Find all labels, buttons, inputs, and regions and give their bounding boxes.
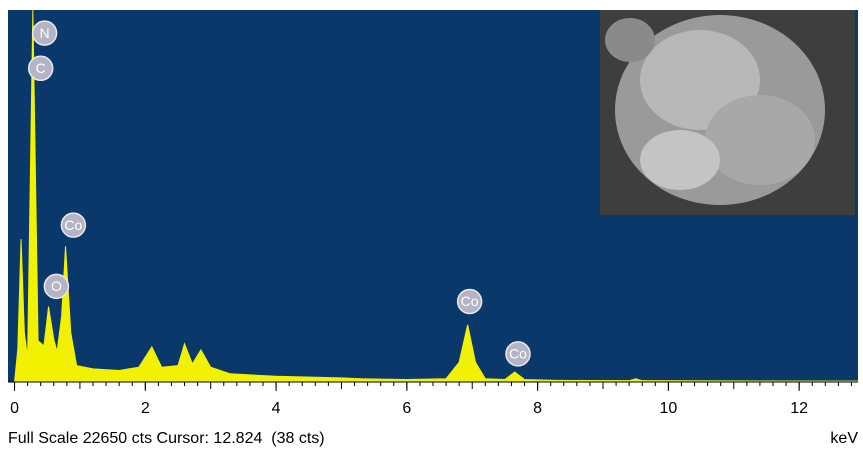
- peak-label: O: [44, 274, 68, 298]
- peak-label-text: Co: [461, 293, 479, 309]
- chart: Full Scale 22650 cts Cursor: 12.824 (38 …: [0, 0, 863, 452]
- x-tick-label: 2: [141, 400, 150, 417]
- peak-label: Co: [506, 342, 530, 366]
- x-axis-label: keV: [830, 430, 858, 447]
- peak-label: N: [33, 21, 57, 45]
- x-tick-label: 10: [659, 400, 677, 417]
- inset-particle: [640, 130, 720, 190]
- x-tick-label: 6: [402, 400, 411, 417]
- x-tick-label: 12: [790, 400, 808, 417]
- peak-label: Co: [61, 213, 85, 237]
- inset-particle: [705, 95, 815, 185]
- peak-label-text: C: [36, 60, 46, 76]
- x-tick-label: 8: [533, 400, 542, 417]
- peak-label: C: [29, 56, 53, 80]
- peak-label-text: O: [51, 278, 62, 294]
- inset-particle: [605, 18, 655, 62]
- peak-label: Co: [458, 290, 482, 314]
- x-tick-label: 4: [272, 400, 281, 417]
- x-tick-label: 0: [10, 400, 19, 417]
- status-text: Full Scale 22650 cts Cursor: 12.824 (38 …: [8, 430, 325, 447]
- sem-inset: [600, 10, 855, 215]
- peak-label-text: Co: [64, 217, 82, 233]
- peak-label-text: Co: [509, 346, 527, 362]
- page: Full Scale 22650 cts Cursor: 12.824 (38 …: [0, 0, 863, 452]
- peak-label-text: N: [40, 25, 50, 41]
